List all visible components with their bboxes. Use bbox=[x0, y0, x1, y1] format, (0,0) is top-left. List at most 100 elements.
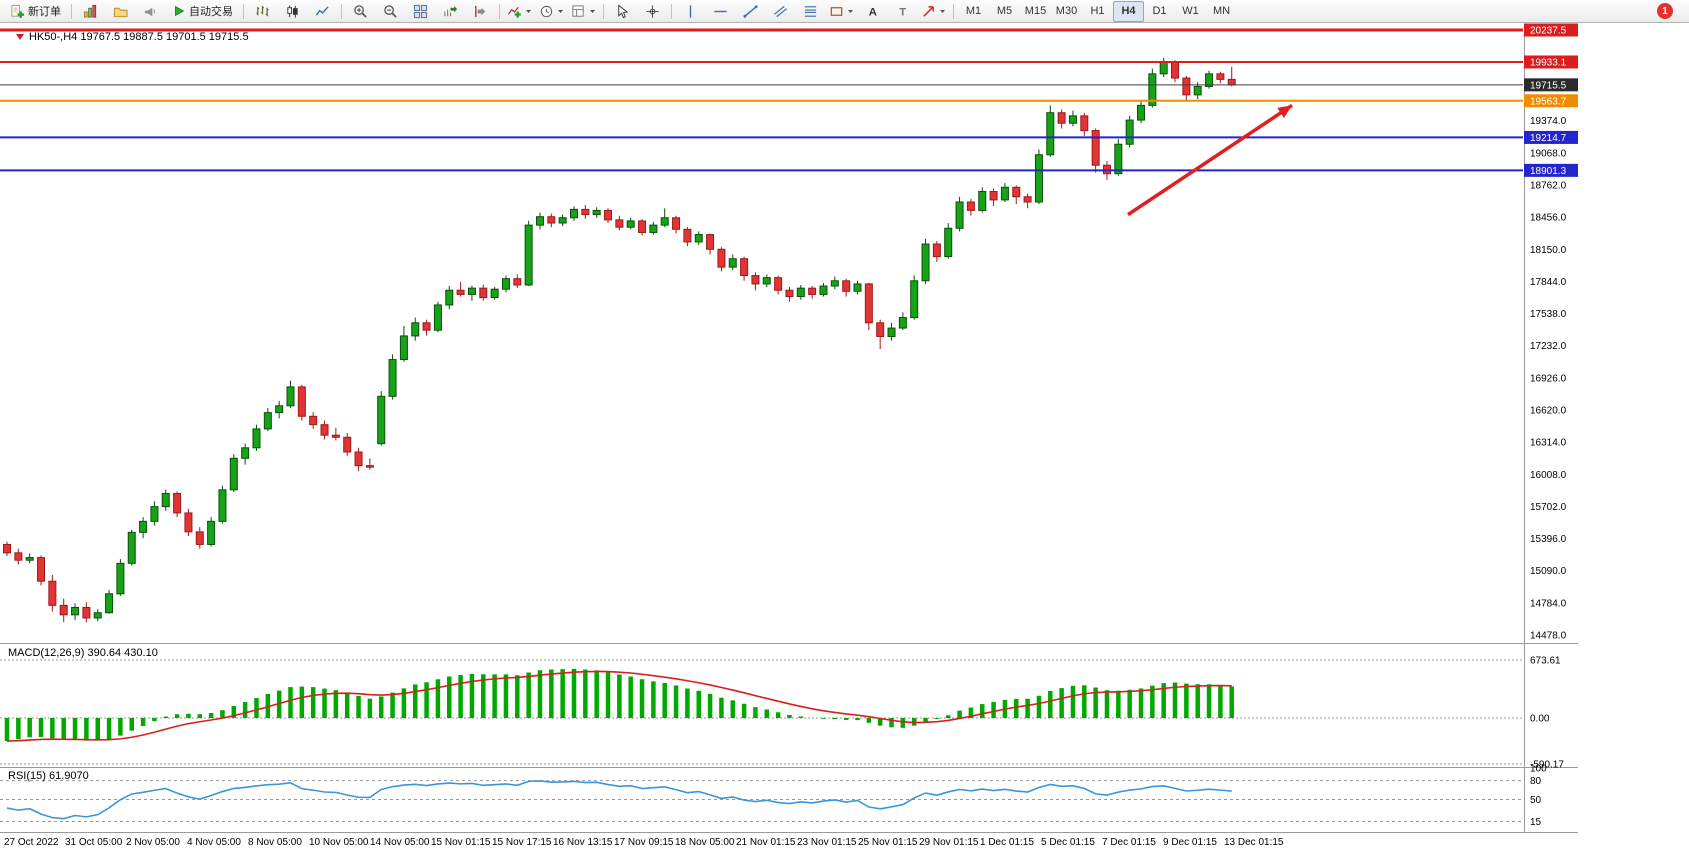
timeframe-group: M1 M5 M15 M30 H1 H4 D1 W1 MN bbox=[958, 0, 1237, 22]
arrows-tool-button[interactable] bbox=[918, 1, 949, 22]
bar-chart-button[interactable] bbox=[248, 1, 277, 22]
zoom-in-button[interactable] bbox=[346, 1, 375, 22]
zoom-in-icon bbox=[354, 4, 367, 18]
chart-profiles-button[interactable] bbox=[106, 1, 135, 22]
svg-text:19214.7: 19214.7 bbox=[1530, 133, 1567, 144]
svg-text:80: 80 bbox=[1530, 776, 1542, 787]
svg-text:20237.5: 20237.5 bbox=[1530, 26, 1567, 37]
horizontal-lines-layer[interactable] bbox=[0, 28, 1523, 172]
notification-badge[interactable]: 1 bbox=[1657, 3, 1673, 19]
symbol-marker-icon bbox=[16, 34, 24, 40]
new-order-label: 新订单 bbox=[28, 6, 61, 18]
svg-text:7 Dec 01:15: 7 Dec 01:15 bbox=[1102, 837, 1156, 848]
new-order-button[interactable]: 新订单 bbox=[4, 1, 67, 22]
caret-down-icon bbox=[526, 10, 531, 13]
zoom-out-button[interactable] bbox=[376, 1, 405, 22]
chart-symbol-header: HK50-,H4 19767.5 19887.5 19701.5 19715.5 bbox=[16, 31, 249, 43]
toolbar: 新订单 自动交易 A T bbox=[0, 0, 1689, 23]
timeframe-mn-button[interactable]: MN bbox=[1212, 5, 1231, 17]
svg-text:-590.17: -590.17 bbox=[1530, 760, 1564, 771]
macd-levels: 673.61 0.00 -590.17 bbox=[0, 656, 1564, 771]
timeframe-m1-button[interactable]: M1 bbox=[965, 5, 982, 17]
vertical-line-button[interactable] bbox=[676, 1, 705, 22]
crosshair-icon bbox=[646, 4, 659, 18]
vertical-line-icon bbox=[689, 4, 692, 18]
svg-text:19068.0: 19068.0 bbox=[1530, 148, 1567, 159]
svg-text:29 Nov 01:15: 29 Nov 01:15 bbox=[919, 837, 979, 848]
svg-text:18762.0: 18762.0 bbox=[1530, 180, 1567, 191]
svg-text:19933.1: 19933.1 bbox=[1530, 57, 1567, 68]
alerts-button[interactable] bbox=[136, 1, 165, 22]
text-tool-button[interactable]: A bbox=[858, 1, 887, 22]
arrow-annotation[interactable] bbox=[1127, 103, 1293, 217]
toolbar-separator bbox=[953, 3, 954, 19]
bar-chart-icon bbox=[256, 5, 269, 16]
indicators-icon bbox=[507, 6, 521, 18]
new-chart-button[interactable] bbox=[76, 1, 105, 22]
candlestick-icon bbox=[287, 4, 298, 18]
caret-down-icon bbox=[940, 10, 945, 13]
svg-text:16926.0: 16926.0 bbox=[1530, 373, 1567, 384]
timeframe-m30-button[interactable]: M30 bbox=[1055, 5, 1078, 17]
fibonacci-button[interactable] bbox=[796, 1, 825, 22]
svg-text:16008.0: 16008.0 bbox=[1530, 470, 1567, 481]
cursor-icon bbox=[618, 3, 629, 18]
svg-text:17844.0: 17844.0 bbox=[1530, 277, 1567, 288]
autotrading-play-icon bbox=[175, 5, 185, 17]
svg-text:18456.0: 18456.0 bbox=[1530, 213, 1567, 224]
horizontal-line-button[interactable] bbox=[706, 1, 735, 22]
chart-shift-button[interactable] bbox=[466, 1, 495, 22]
svg-text:19715.5: 19715.5 bbox=[1530, 80, 1567, 91]
indicators-button[interactable] bbox=[504, 1, 535, 22]
zoom-out-icon bbox=[384, 4, 397, 18]
svg-text:19563.7: 19563.7 bbox=[1530, 96, 1567, 107]
line-chart-button[interactable] bbox=[308, 1, 337, 22]
svg-text:14784.0: 14784.0 bbox=[1530, 598, 1567, 609]
macd-indicator-label: MACD(12,26,9) 390.64 430.10 bbox=[8, 647, 158, 659]
timeframe-m5-button[interactable]: M5 bbox=[996, 5, 1013, 17]
svg-text:27 Oct 2022: 27 Oct 2022 bbox=[4, 837, 59, 848]
auto-scroll-button[interactable] bbox=[436, 1, 465, 22]
trendline-button[interactable] bbox=[736, 1, 765, 22]
time-axis-labels[interactable]: 27 Oct 2022 31 Oct 05:00 2 Nov 05:00 4 Nov … bbox=[4, 837, 1284, 848]
templates-button[interactable] bbox=[568, 1, 599, 22]
svg-text:15: 15 bbox=[1530, 817, 1542, 828]
tile-windows-icon bbox=[413, 4, 428, 18]
periods-button[interactable] bbox=[536, 1, 567, 22]
autotrading-button[interactable]: 自动交易 bbox=[166, 1, 239, 22]
autotrading-label: 自动交易 bbox=[189, 6, 233, 18]
svg-text:13 Dec 01:15: 13 Dec 01:15 bbox=[1224, 837, 1284, 848]
timeframe-d1-button[interactable]: D1 bbox=[1152, 5, 1167, 17]
timeframe-h4-button[interactable]: H4 bbox=[1113, 0, 1144, 22]
trendline-icon bbox=[743, 4, 758, 18]
timeframe-m15-button[interactable]: M15 bbox=[1024, 5, 1047, 17]
text-label-button[interactable]: T bbox=[888, 1, 917, 22]
svg-text:8 Nov 05:00: 8 Nov 05:00 bbox=[248, 837, 302, 848]
fibonacci-icon bbox=[804, 5, 817, 17]
candlestick-chart-button[interactable] bbox=[278, 1, 307, 22]
rsi-line bbox=[6, 780, 1232, 820]
shapes-button[interactable] bbox=[826, 1, 857, 22]
shapes-icon bbox=[830, 6, 843, 16]
svg-text:T: T bbox=[899, 6, 906, 18]
svg-text:31 Oct 05:00: 31 Oct 05:00 bbox=[65, 837, 123, 848]
crosshair-button[interactable] bbox=[638, 1, 667, 22]
tile-windows-button[interactable] bbox=[406, 1, 435, 22]
svg-text:17538.0: 17538.0 bbox=[1530, 309, 1567, 320]
cursor-button[interactable] bbox=[608, 1, 637, 22]
price-axis-labels[interactable]: 19374.0 19068.0 18762.0 18456.0 18150.0 17844… bbox=[1530, 116, 1567, 641]
megaphone-icon bbox=[144, 7, 156, 16]
svg-text:21 Nov 01:15: 21 Nov 01:15 bbox=[736, 837, 796, 848]
timeframe-h1-button[interactable]: H1 bbox=[1090, 5, 1105, 17]
svg-text:1 Dec 01:15: 1 Dec 01:15 bbox=[980, 837, 1034, 848]
timeframe-w1-button[interactable]: W1 bbox=[1182, 5, 1199, 17]
svg-text:15396.0: 15396.0 bbox=[1530, 534, 1567, 545]
svg-text:100: 100 bbox=[1530, 764, 1547, 775]
svg-text:10 Nov 05:00: 10 Nov 05:00 bbox=[309, 837, 369, 848]
svg-text:17232.0: 17232.0 bbox=[1530, 341, 1567, 352]
svg-text:673.61: 673.61 bbox=[1530, 656, 1561, 667]
channel-button[interactable] bbox=[766, 1, 795, 22]
chart-shift-icon bbox=[475, 5, 486, 17]
